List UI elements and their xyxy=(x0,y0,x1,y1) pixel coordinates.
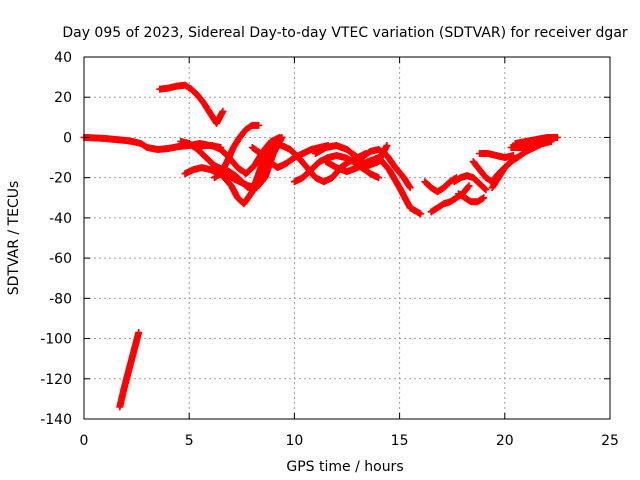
chart-title: Day 095 of 2023, Sidereal Day-to-day VTE… xyxy=(62,25,628,41)
y-tick-label: 20 xyxy=(54,90,72,106)
plot-frame xyxy=(83,56,611,420)
data-point xyxy=(482,186,490,194)
x-tick-label: 0 xyxy=(80,433,89,449)
x-tick-label: 25 xyxy=(601,433,619,449)
series-s17 xyxy=(450,172,490,194)
y-tick-label: 0 xyxy=(63,130,72,146)
x-tick-label: 15 xyxy=(391,433,409,449)
data-point xyxy=(465,182,473,190)
y-tick-label: 40 xyxy=(54,50,72,66)
series-s3 xyxy=(116,329,143,411)
series-s5 xyxy=(177,133,286,192)
series-s20 xyxy=(476,150,517,162)
y-tick-label: -60 xyxy=(49,251,72,267)
data-point xyxy=(478,195,486,203)
y-tick-label: -140 xyxy=(40,412,72,428)
grid xyxy=(84,57,610,419)
y-axis-label: SDTVAR / TECUs xyxy=(6,181,22,296)
data-point xyxy=(375,174,383,182)
data-point xyxy=(406,184,414,192)
data-point xyxy=(481,185,489,193)
series-s14 xyxy=(358,146,414,192)
series-s13 xyxy=(322,154,425,218)
y-tick-label: -120 xyxy=(40,372,72,388)
data-point xyxy=(255,121,263,129)
ticks: 40 20 0 -20 -40 -60 -80 -100 -120 -140 0 5 10 15 20 25 xyxy=(40,50,619,449)
series-s7 xyxy=(210,121,263,182)
series-s23 xyxy=(507,137,555,151)
data-point xyxy=(276,133,284,141)
data-point xyxy=(464,183,472,191)
data-layer xyxy=(80,81,561,411)
y-tick-label: -100 xyxy=(40,332,72,348)
y-tick-label: -20 xyxy=(49,171,72,187)
data-point xyxy=(219,107,227,115)
series-s8 xyxy=(192,133,284,178)
data-point xyxy=(417,210,425,218)
data-point xyxy=(383,141,391,149)
y-tick-label: -80 xyxy=(49,291,72,307)
series-s18 xyxy=(455,190,488,206)
data-point xyxy=(135,329,143,337)
data-point xyxy=(547,137,555,145)
series-s15 xyxy=(421,174,460,196)
data-point xyxy=(480,194,488,202)
data-point xyxy=(553,133,561,141)
x-tick-label: 20 xyxy=(496,433,514,449)
series-s2 xyxy=(156,81,227,127)
x-tick-label: 5 xyxy=(185,433,194,449)
series-s16 xyxy=(427,182,473,216)
y-tick-label: -40 xyxy=(49,211,72,227)
x-tick-label: 10 xyxy=(285,433,303,449)
x-axis-label: GPS time / hours xyxy=(286,459,403,475)
